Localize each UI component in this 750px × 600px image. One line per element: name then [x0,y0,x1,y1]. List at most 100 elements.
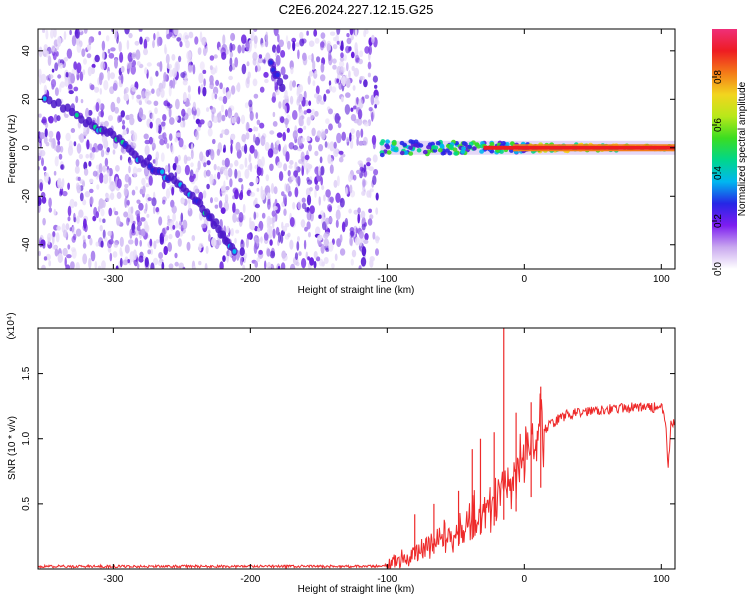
noise-speckle [349,184,353,194]
noise-speckle [123,186,128,197]
noise-speckle [212,86,219,96]
noise-speckle [323,233,329,239]
noise-speckle [81,48,86,57]
noise-speckle [332,44,338,50]
noise-speckle [318,165,321,177]
signal-blob [461,146,466,151]
noise-speckle [284,118,289,125]
noise-speckle [175,164,182,175]
noise-speckle [168,69,173,78]
noise-speckle [237,44,242,54]
noise-speckle [324,141,328,148]
noise-speckle [139,188,144,195]
noise-speckle [297,49,300,60]
noise-speckle [257,56,264,64]
spectrogram-y-label: Frequency (Hz) [7,115,18,184]
noise-speckle [53,29,57,38]
noise-speckle [285,183,290,193]
noise-speckle [292,145,298,151]
noise-speckle [46,232,52,242]
noise-speckle [318,214,322,219]
noise-speckle [166,221,171,226]
noise-speckle [304,154,310,161]
noise-speckle [253,243,258,255]
noise-speckle [264,260,267,269]
noise-speckle [212,138,216,145]
noise-speckle [235,84,241,92]
noise-speckle [135,49,141,60]
noise-speckle [300,151,305,163]
noise-speckle [45,29,49,40]
noise-speckle [313,29,318,37]
noise-speckle [43,172,50,183]
noise-speckle [352,174,357,181]
noise-speckle [358,231,364,239]
noise-speckle [177,154,181,162]
noise-speckle [253,149,258,159]
noise-speckle [272,228,276,239]
noise-speckle [295,42,300,47]
colorbar-tick-label: 0.6 [713,118,724,132]
noise-speckle [246,61,250,67]
noise-speckle [54,156,59,167]
noise-speckle [329,85,333,92]
noise-speckle [152,205,156,215]
noise-speckle [337,116,341,121]
noise-speckle [41,264,46,269]
noise-speckle [245,40,250,51]
noise-speckle [79,71,84,82]
noise-speckle [79,133,85,143]
noise-speckle [254,65,258,73]
noise-speckle [42,217,46,226]
noise-speckle [374,84,378,89]
noise-speckle [363,239,369,244]
noise-speckle [135,210,141,217]
noise-speckle [139,251,144,258]
snr-x-ticks: -300 -200 -100 0 100 [103,328,670,585]
noise-speckle [119,236,124,247]
noise-speckle [253,93,259,99]
noise-speckle [160,152,165,162]
signal-blob [452,147,458,152]
noise-speckle [73,201,78,207]
signal-core-edge [513,144,675,146]
noise-speckle [185,101,191,107]
noise-speckle [249,192,256,197]
noise-speckle [176,37,182,42]
noise-speckle [106,147,110,153]
noise-speckle [84,191,91,198]
noise-speckle [299,38,305,47]
signal-core-edge [513,149,675,152]
noise-speckle [57,74,62,79]
noise-speckle [333,147,339,158]
noise-speckle [244,102,249,109]
noise-speckle [348,70,351,79]
noise-speckle [366,157,372,162]
noise-speckle [301,258,307,269]
noise-speckle [76,62,82,74]
noise-speckle [195,107,201,117]
noise-speckle [57,177,62,186]
noise-speckle [204,262,208,269]
noise-speckle [89,151,95,161]
noise-speckle [269,130,275,135]
noise-speckle [220,207,226,215]
noise-speckle [372,231,376,240]
noise-speckle [82,199,87,206]
noise-speckle [89,188,94,194]
noise-speckle [88,160,92,167]
noise-speckle [130,130,135,135]
noise-speckle [369,214,374,220]
noise-speckle [48,260,52,267]
noise-speckle [119,154,123,161]
noise-speckle [374,99,380,106]
noise-speckle [357,109,363,120]
noise-speckle [126,217,130,226]
noise-speckle [248,99,253,108]
noise-speckle [180,212,184,223]
noise-speckle [320,32,326,39]
noise-speckle [297,236,300,242]
noise-speckle [206,160,211,166]
signal-blob [408,145,413,150]
noise-speckle [272,121,278,127]
